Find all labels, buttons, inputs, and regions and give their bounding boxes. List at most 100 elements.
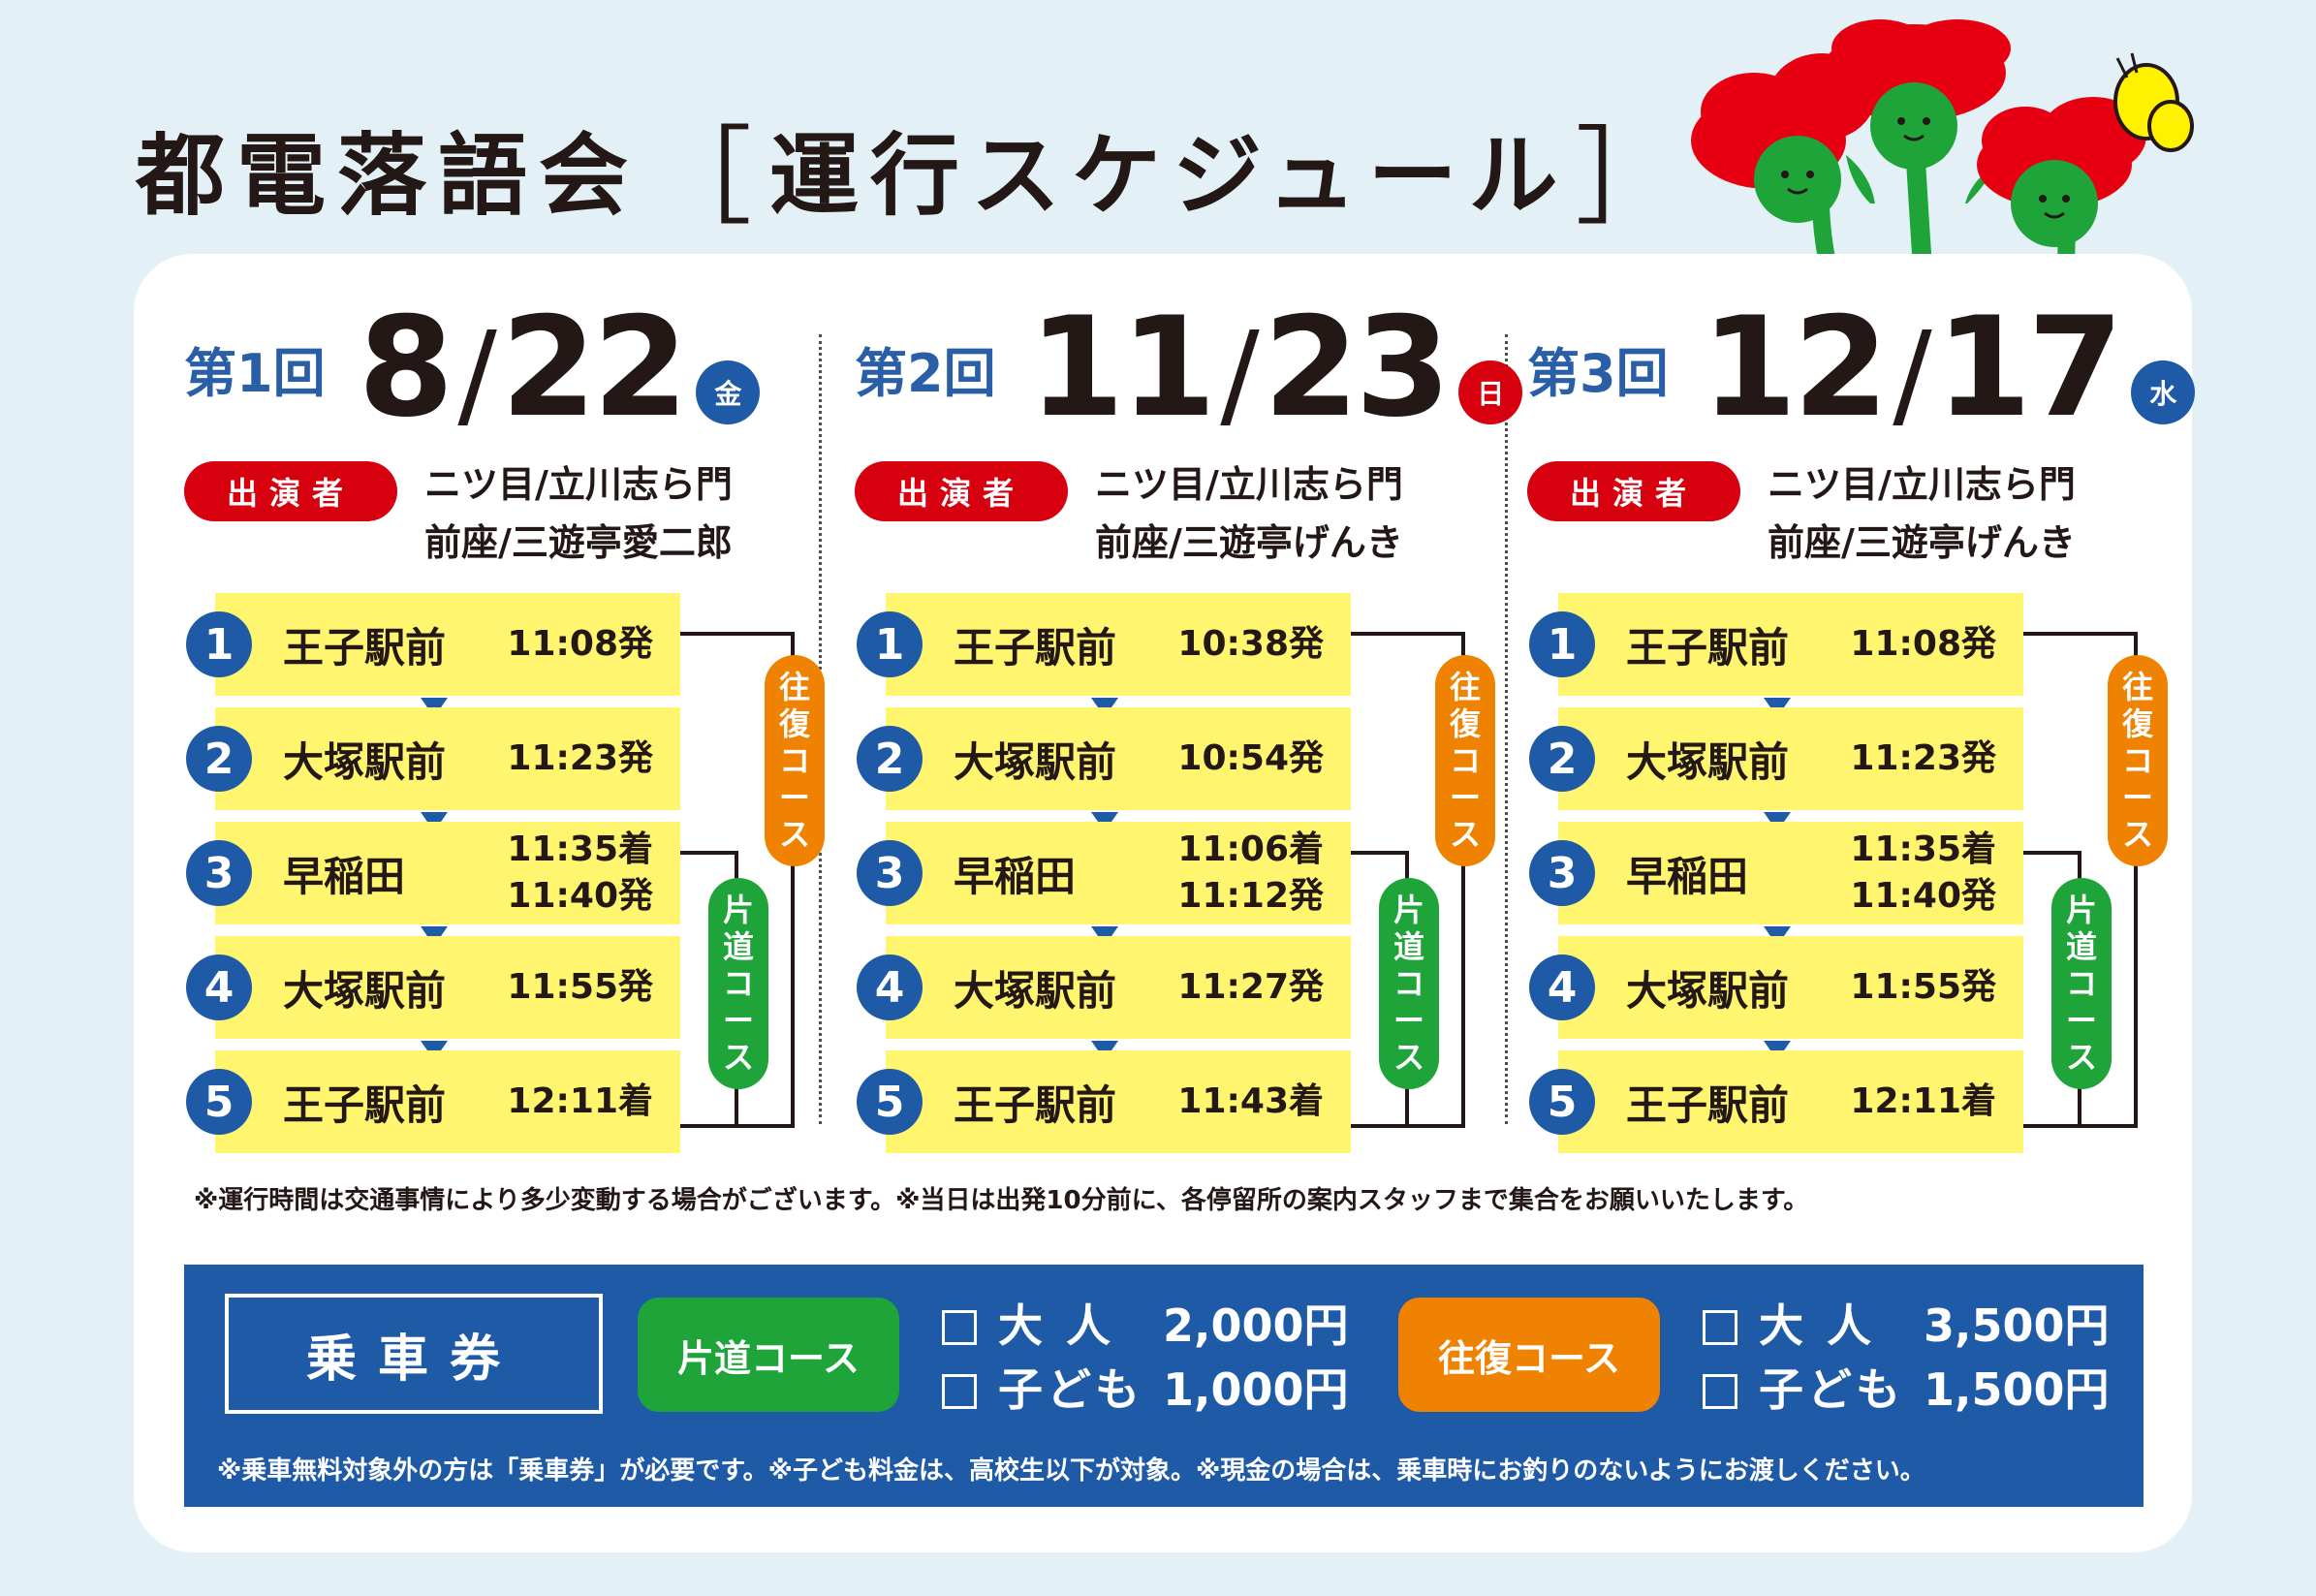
performer-name: ニツ目/立川志ら門 — [1095, 463, 1403, 506]
ticket-oneway-prices: 大 人 2,000円 子ども 1,000円 — [942, 1294, 1349, 1422]
ticket-round-prices: 大 人 3,500円 子ども 1,500円 — [1703, 1294, 2110, 1422]
time-value: 11:06着 — [1177, 829, 1324, 869]
stop-name: 大塚駅前 — [1626, 737, 1790, 786]
stop-number: 5 — [186, 1069, 252, 1135]
stop-name: 王子駅前 — [1626, 1080, 1790, 1129]
child-label: 子ども — [998, 1363, 1143, 1416]
date-slash: / — [457, 308, 496, 443]
date-day: 17 — [1935, 288, 2124, 448]
performer-label: 出演者 — [855, 461, 1068, 521]
stop-number: 4 — [1529, 954, 1595, 1020]
title-bracket-close: ］ — [1575, 115, 1694, 239]
round-number: 第3回 — [1527, 342, 1669, 404]
stop-row: 2 大塚駅前 11:23発 — [1529, 707, 2023, 810]
stop-time: 11:35着 11:40発 — [507, 822, 653, 924]
stop-row: 2 大塚駅前 11:23発 — [186, 707, 680, 810]
stop-name: 大塚駅前 — [283, 737, 447, 786]
time-value: 11:40発 — [1850, 876, 1996, 916]
column-divider — [1505, 334, 1508, 1124]
ticket-panel: 乗車券 片道コース 大 人 2,000円 子ども 1,000円 往復コース 大 人 3… — [184, 1265, 2144, 1507]
performer-name: 前座/三遊亭げんき — [1095, 521, 1403, 564]
one-way-course-label: 片道コース — [2051, 878, 2112, 1089]
stop-number: 3 — [1529, 840, 1595, 906]
stop-number: 2 — [1529, 726, 1595, 792]
stop-time: 11:08発 — [507, 593, 653, 696]
time-value: 11:12発 — [1177, 876, 1324, 916]
child-label: 子ども — [1759, 1363, 1904, 1416]
stop-name: 大塚駅前 — [954, 966, 1117, 1015]
time-value: 11:08発 — [507, 624, 653, 664]
stop-row: 5 王子駅前 12:11着 — [186, 1050, 680, 1153]
event-date: 11/23 — [1029, 299, 1452, 437]
performer-name: ニツ目/立川志ら門 — [1768, 463, 2076, 506]
stop-time: 12:11着 — [1850, 1050, 1996, 1153]
stop-row: 2 大塚駅前 10:54発 — [857, 707, 1351, 810]
stop-row: 3 早稲田 11:35着 11:40発 — [186, 822, 680, 924]
ticket-note: ※乗車無料対象外の方は「乗車券」が必要です。※子ども料金は、高校生以下が対象。※… — [217, 1456, 1925, 1486]
adult-price: 3,500円 — [1924, 1299, 2110, 1352]
stop-number: 2 — [857, 726, 923, 792]
date-day: 23 — [1263, 288, 1452, 448]
round-trip-course-label: 往復コース — [1435, 655, 1495, 866]
child-price: 1,500円 — [1924, 1363, 2110, 1416]
stop-time: 11:08発 — [1850, 593, 1996, 696]
stop-name: 大塚駅前 — [1626, 966, 1790, 1015]
performer-label: 出演者 — [1527, 461, 1740, 521]
stop-row: 4 大塚駅前 11:55発 — [1529, 936, 2023, 1039]
flower-right — [1977, 97, 2146, 281]
stop-name: 王子駅前 — [283, 623, 447, 672]
performer-name: 前座/三遊亭げんき — [1768, 521, 2076, 564]
time-value: 11:27発 — [1177, 967, 1324, 1007]
checkbox-icon — [942, 1310, 977, 1345]
round-number: 第2回 — [855, 342, 996, 404]
round-number: 第1回 — [184, 342, 326, 404]
ticket-round-label: 往復コース — [1398, 1298, 1660, 1412]
stop-time: 11:43着 — [1177, 1050, 1324, 1153]
performers: 出演者 ニツ目/立川志ら門 前座/三遊亭げんき — [1527, 455, 2076, 572]
page-title: 都電落語会 ［ 運行スケジュール ］ — [136, 105, 1700, 239]
stop-number: 5 — [857, 1069, 923, 1135]
stop-row: 4 大塚駅前 11:55発 — [186, 936, 680, 1039]
date-header: 第1回 8/22 金 — [184, 299, 761, 437]
time-value: 11:55発 — [507, 967, 653, 1007]
checkbox-icon — [1703, 1374, 1737, 1409]
round-trip-course-label: 往復コース — [765, 655, 825, 866]
time-value: 11:40発 — [507, 876, 653, 916]
time-value: 12:11着 — [507, 1081, 653, 1121]
title-main: 都電落語会 — [136, 123, 641, 228]
stop-number: 3 — [857, 840, 923, 906]
stop-time: 11:27発 — [1177, 936, 1324, 1039]
time-value: 10:38発 — [1177, 624, 1324, 664]
time-value: 12:11着 — [1850, 1081, 1996, 1121]
stop-name: 早稲田 — [283, 852, 406, 900]
flower-center — [1822, 19, 2011, 281]
schedule-note: ※運行時間は交通事情により多少変動する場合がございます。※当日は出発10分前に、… — [194, 1186, 1809, 1215]
date-header: 第3回 12/17 水 — [1527, 299, 2196, 437]
stop-time: 10:38発 — [1177, 593, 1324, 696]
stop-row: 1 王子駅前 11:08発 — [186, 593, 680, 696]
stop-time: 11:06着 11:12発 — [1177, 822, 1324, 924]
stop-name: 早稲田 — [954, 852, 1077, 900]
ticket-oneway-label: 片道コース — [638, 1298, 899, 1412]
stop-number: 1 — [186, 611, 252, 677]
stop-name: 早稲田 — [1626, 852, 1749, 900]
stop-name: 大塚駅前 — [954, 737, 1117, 786]
child-price: 1,000円 — [1163, 1363, 1349, 1416]
performer-name: 前座/三遊亭愛二郎 — [424, 521, 733, 564]
stop-time: 11:23発 — [507, 707, 653, 810]
adult-label: 大 人 — [1759, 1299, 1876, 1352]
butterfly-icon — [2113, 52, 2194, 152]
stop-number: 1 — [857, 611, 923, 677]
date-header: 第2回 11/23 日 — [855, 299, 1523, 437]
date-month: 11 — [1028, 288, 1217, 448]
time-value: 11:08発 — [1850, 624, 1996, 664]
performer-names: ニツ目/立川志ら門 前座/三遊亭げんき — [1768, 455, 2076, 572]
stop-number: 4 — [186, 954, 252, 1020]
event-date: 12/17 — [1702, 299, 2124, 437]
time-value: 10:54発 — [1177, 738, 1324, 778]
date-slash: / — [1220, 308, 1259, 443]
one-way-course-label: 片道コース — [1379, 878, 1439, 1089]
time-value: 11:35着 — [507, 829, 653, 869]
stop-time: 11:55発 — [507, 936, 653, 1039]
performer-names: ニツ目/立川志ら門 前座/三遊亭げんき — [1095, 455, 1403, 572]
